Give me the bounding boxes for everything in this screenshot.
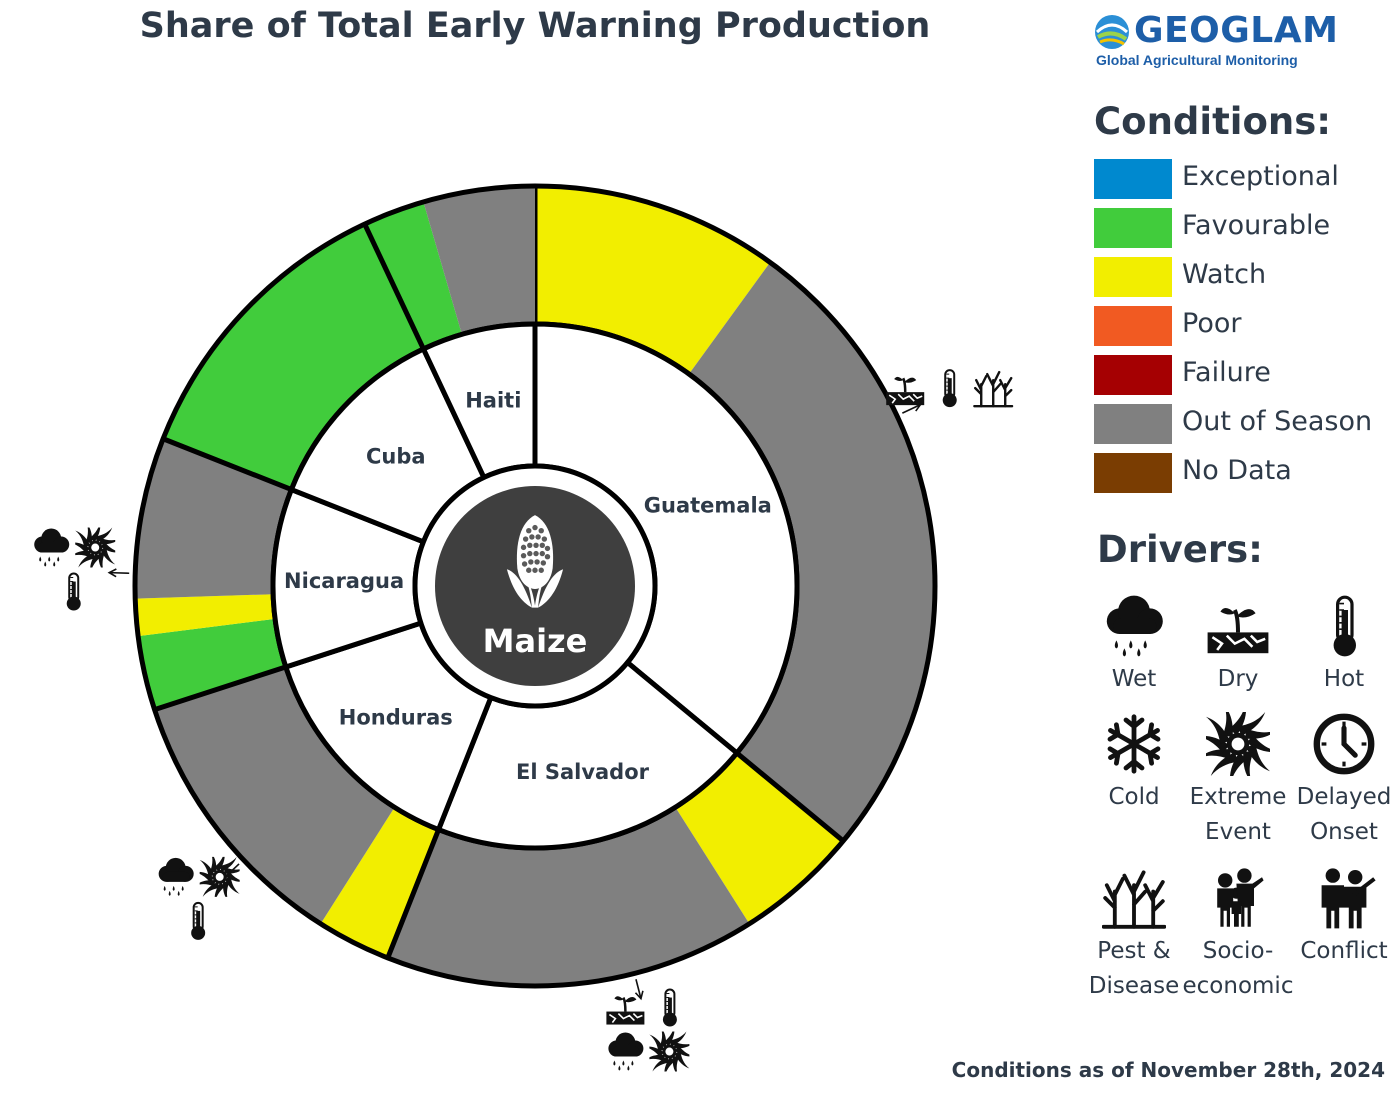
legend-swatch	[1094, 257, 1172, 297]
callout-arrow-nicaragua	[109, 571, 130, 575]
driver-label: Hot	[1323, 666, 1365, 692]
country-label-nicaragua: Nicaragua	[284, 569, 404, 593]
segment-el-salvador-out-of-season	[387, 807, 750, 986]
extreme-event-icon	[194, 851, 246, 903]
condition-ring	[132, 183, 938, 989]
hot-icon	[941, 369, 958, 409]
driver-label: Delayed Onset	[1296, 784, 1392, 845]
segment-honduras-watch	[320, 807, 439, 958]
wet-icon	[608, 1032, 644, 1071]
legend-label: No Data	[1182, 455, 1292, 486]
callout-arrowhead-nicaragua	[107, 568, 117, 578]
driver-legend-hot: Hot	[1284, 594, 1400, 697]
extreme-event-icon	[1206, 712, 1270, 776]
segment-nicaragua-watch	[135, 594, 276, 637]
driver-label: Extreme Event	[1189, 784, 1287, 845]
extreme-event-icon	[69, 522, 121, 574]
dry-icon	[885, 375, 926, 407]
logo-subtitle: Global Agricultural Monitoring	[1096, 52, 1298, 68]
chart-title: Share of Total Early Warning Production	[139, 6, 931, 46]
country-label-honduras: Honduras	[339, 706, 453, 730]
conditions-date: Conditions as of November 28th, 2024	[951, 1058, 1385, 1082]
legend-swatch	[1094, 355, 1172, 395]
country-label-el-salvador: El Salvador	[516, 760, 650, 784]
segment-nicaragua-out-of-season	[134, 438, 292, 599]
callout-arrow-el-salvador	[635, 979, 642, 999]
country-labels: Guatemala El Salvador Honduras Nicaragua Cub…	[284, 389, 772, 784]
cold-icon	[1102, 712, 1166, 776]
segment-guatemala-watch	[535, 186, 771, 375]
driver-label: Dry	[1217, 666, 1259, 692]
pest-and-disease-icon	[973, 370, 1014, 408]
country-label-cuba: Cuba	[366, 444, 426, 468]
legend-swatch	[1094, 453, 1172, 493]
extreme-event-icon	[644, 1026, 696, 1078]
driver-legend-dry: Dry	[1178, 594, 1298, 697]
hot-icon	[190, 901, 207, 941]
legend-label: Out of Season	[1182, 406, 1373, 437]
driver-label: Pest & Disease	[1088, 938, 1180, 999]
driver-label: Conflict	[1300, 938, 1388, 964]
segment-nicaragua-favourable	[138, 618, 286, 710]
country-label-haiti: Haiti	[465, 389, 521, 413]
segment-haiti-out-of-season	[423, 186, 535, 335]
driver-legend-conflict: Conflict	[1284, 866, 1400, 969]
socio-economic-icon	[1217, 868, 1264, 927]
outer-border	[132, 183, 938, 989]
driver-legend-socio-economic: Socio- economic	[1178, 866, 1298, 1004]
logo-wordmark: GEOGLAM	[1134, 10, 1339, 51]
callout-arrowhead-el-salvador	[634, 990, 644, 1001]
driver-legend-cold: Cold	[1074, 712, 1194, 815]
driver-label: Wet	[1111, 666, 1157, 692]
legend-swatch	[1094, 404, 1172, 444]
legend-label: Exceptional	[1182, 161, 1339, 192]
center-label: Maize	[483, 622, 588, 660]
legend-swatch	[1094, 208, 1172, 248]
legend-label: Watch	[1182, 259, 1267, 290]
dry-icon	[1206, 605, 1270, 656]
legend-label: Favourable	[1182, 210, 1331, 241]
maize-donut-chart: Maize Guatemala El Salvador Honduras Nicara…	[34, 183, 1014, 1100]
segment-cuba-favourable	[163, 224, 424, 490]
segment-guatemala-out-of-season	[688, 262, 936, 841]
segment-el-salvador-watch	[675, 753, 844, 924]
hot-icon	[1331, 595, 1358, 658]
driver-label: Socio- economic	[1182, 938, 1294, 999]
driver-legend-wet: Wet	[1074, 594, 1194, 697]
dry-icon	[605, 995, 646, 1026]
legend-label: Poor	[1182, 308, 1242, 339]
pest-disease-icon	[1102, 870, 1166, 929]
globe-icon	[1095, 15, 1129, 49]
legend-swatch	[1094, 159, 1172, 199]
country-label-guatemala: Guatemala	[644, 494, 772, 518]
conflict-icon	[1319, 866, 1376, 930]
wet-icon	[1106, 595, 1163, 657]
wet-icon	[34, 528, 70, 567]
callout-arrow-guatemala	[902, 403, 921, 414]
hot-icon	[661, 988, 678, 1028]
wet-icon	[158, 857, 194, 896]
drivers-heading: Drivers:	[1097, 528, 1263, 571]
geoglam-logo: GEOGLAM Global Agricultural Monitoring	[1092, 10, 1338, 70]
segment-honduras-out-of-season	[154, 666, 395, 924]
driver-callouts	[34, 369, 1014, 1078]
legend-swatch	[1094, 306, 1172, 346]
delayed-onset-icon	[1312, 712, 1376, 776]
legend-label: Failure	[1182, 357, 1271, 388]
driver-legend-extreme-event: Extreme Event	[1178, 712, 1298, 850]
hot-icon	[65, 572, 82, 612]
conditions-heading: Conditions:	[1094, 100, 1332, 143]
driver-label: Cold	[1108, 784, 1160, 810]
driver-legend-pest-and-disease: Pest & Disease	[1074, 866, 1194, 1004]
segment-haiti-favourable	[364, 201, 462, 349]
driver-legend-delayed-onset: Delayed Onset	[1284, 712, 1400, 850]
